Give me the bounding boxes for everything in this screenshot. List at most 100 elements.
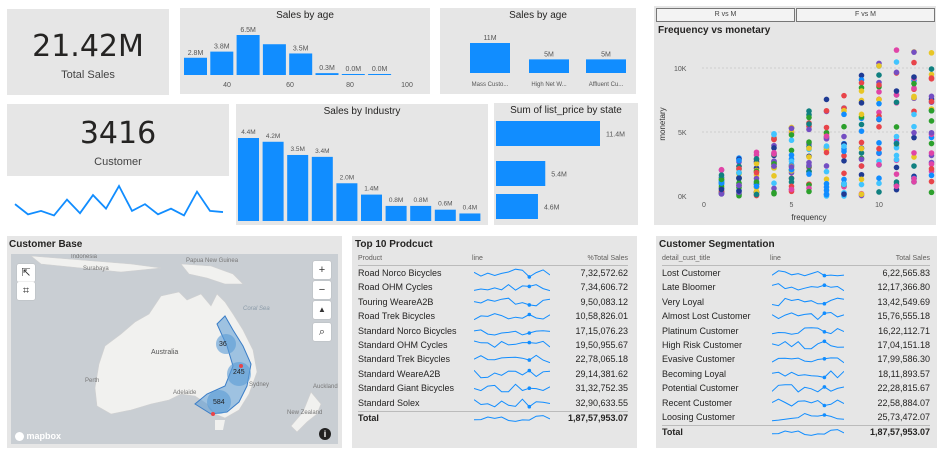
row-sparkline-marker: [527, 386, 532, 391]
scatter-point: [736, 175, 742, 181]
scatter-point: [736, 188, 742, 194]
age-bar-label: 2.8M: [188, 50, 204, 57]
customer-card[interactable]: 3416 Customer: [7, 104, 229, 231]
age-bar: [210, 51, 234, 75]
map-info-icon[interactable]: i: [319, 428, 331, 440]
scatter-point: [876, 140, 882, 146]
sales-by-age-chart[interactable]: Sales by age 2.8M 3.8M 6.5M 3.5M 0.3M 0.0M 0.0…: [180, 8, 430, 94]
row-label: Standard Solex: [358, 397, 420, 408]
compass-button[interactable]: ▲: [313, 301, 331, 319]
row-value: 12,17,366.80: [877, 282, 930, 293]
state-bar: [496, 121, 600, 146]
table-row[interactable]: Almost Lost Customer 15,76,555.18: [662, 310, 930, 324]
f-vs-m-button[interactable]: F vs M: [796, 8, 935, 22]
table-row[interactable]: Road OHM Cycles 7,34,606.72: [358, 281, 628, 295]
scatter-point: [718, 191, 725, 197]
list-price-by-state-chart[interactable]: Sum of list_price by state 11.4M 5.4M 4.6M: [494, 103, 638, 225]
map-lasso-tool[interactable]: ⌗: [17, 282, 35, 300]
table-row[interactable]: Standard WeareA2B 29,14,381.62: [358, 368, 628, 382]
scatter-point: [753, 169, 760, 176]
table-row[interactable]: Touring WeareA2B 9,50,083.12: [358, 296, 628, 310]
scatter-point: [876, 145, 882, 152]
row-sparkline-marker: [527, 358, 532, 363]
r-vs-m-button[interactable]: R vs M: [656, 8, 795, 22]
table-row[interactable]: Becoming Loyal 18,11,893.57: [662, 368, 930, 382]
scatter-point: [893, 124, 900, 130]
scatter-point: [788, 164, 795, 170]
segment-bar-label: 11M: [483, 35, 496, 42]
scatter-point: [928, 166, 935, 172]
table-row[interactable]: Standard Solex 32,90,633.55: [358, 397, 628, 411]
row-value: 22,58,884.07: [877, 397, 930, 408]
zoom-in-button[interactable]: +: [313, 261, 331, 279]
scatter-point: [771, 180, 777, 186]
row-value: 7,34,606.72: [580, 282, 628, 293]
segmentation-header-line[interactable]: line: [770, 255, 781, 262]
row-sparkline-marker: [822, 339, 827, 344]
row-sparkline: [772, 283, 844, 292]
table-row[interactable]: Standard Trek Bicycles 22,78,065.18: [358, 353, 628, 367]
segment-bar-label: 5M: [601, 51, 611, 58]
row-sparkline: [474, 398, 550, 409]
age-bar-label: 6.5M: [240, 27, 256, 34]
total-sales-card[interactable]: 21.42M Total Sales: [7, 9, 169, 95]
table-row[interactable]: Standard Giant Bicycles 31,32,752.35: [358, 382, 628, 396]
row-value: 32,90,633.55: [575, 397, 628, 408]
scatter-point: [788, 125, 795, 132]
table-row[interactable]: Road Norco Bicycles 7,32,572.62: [358, 267, 628, 281]
scatter-plot[interactable]: 10K 5K 0K 0 5 10 frequency monetary: [654, 6, 936, 225]
total-label: Total: [662, 427, 683, 438]
customer-label: Customer: [94, 156, 142, 168]
scatter-point: [806, 126, 812, 133]
table-row[interactable]: Platinum Customer 16,22,112.71: [662, 325, 930, 339]
table-row[interactable]: Evasive Customer 17,99,586.30: [662, 353, 930, 367]
row-sparkline: [772, 398, 844, 407]
scatter-point: [876, 161, 882, 168]
scatter-point: [806, 139, 812, 145]
map-search-icon[interactable]: ⌕: [313, 323, 331, 341]
table-row[interactable]: High Risk Customer 17,04,151.18: [662, 339, 930, 353]
table-row[interactable]: Loosing Customer 25,73,472.07: [662, 411, 930, 425]
row-sparkline-marker: [822, 357, 827, 361]
segmentation-header-total[interactable]: Total Sales: [895, 255, 930, 262]
table-row[interactable]: Very Loyal 13,42,549.69: [662, 296, 930, 310]
scatter-point: [858, 171, 865, 178]
table-row[interactable]: Recent Customer 22,58,884.07: [662, 397, 930, 411]
scatter-point: [753, 156, 760, 162]
segmentation-header-title[interactable]: detail_cust_title: [662, 255, 711, 262]
scatter-point: [823, 180, 830, 187]
scatter-point: [911, 74, 917, 80]
table-row[interactable]: Standard OHM Cycles 19,50,955.67: [358, 339, 628, 353]
top10-header-total[interactable]: %Total Sales: [587, 255, 628, 262]
row-value: 22,78,065.18: [575, 354, 628, 365]
scatter-point: [858, 100, 865, 106]
state-bar: [496, 194, 538, 219]
map-select-tool[interactable]: ⇱: [17, 264, 35, 282]
table-row[interactable]: Lost Customer 6,22,565.83: [662, 267, 930, 281]
segmentation-title: Customer Segmentation: [659, 239, 775, 250]
top10-header-line[interactable]: line: [472, 255, 483, 262]
table-row[interactable]: Potential Customer 22,28,815.67: [662, 382, 930, 396]
customer-map[interactable]: 36 245 584 Surabaya Indonesia Papua New …: [11, 254, 338, 444]
scatter-point: [893, 171, 900, 177]
sales-by-segment-chart[interactable]: Sales by age 11M Mass Custo... 5M High Net …: [440, 8, 636, 94]
sales-by-industry-chart[interactable]: Sales by Industry 4.4M 4.2M 3.5M 3.4M 2.0M 1.…: [236, 104, 488, 225]
top10-header-product[interactable]: Product: [358, 255, 383, 262]
row-sparkline: [772, 270, 844, 278]
industry-bar-label: 0.8M: [413, 197, 427, 204]
row-value: 7,32,572.62: [580, 268, 628, 278]
scatter-point: [841, 133, 847, 140]
row-sparkline-line: [474, 284, 550, 292]
top10-header-divider: [358, 265, 628, 266]
row-label: Standard Norco Bicycles: [358, 325, 457, 336]
table-row[interactable]: Road Trek Bicycles 10,58,826.01: [358, 310, 628, 324]
row-sparkline-marker: [527, 330, 532, 335]
row-sparkline-marker: [527, 340, 532, 345]
table-row[interactable]: Late Bloomer 12,17,366.80: [662, 281, 930, 295]
table-row[interactable]: Standard Norco Bicycles 17,15,076.23: [358, 325, 628, 339]
table-total-row: Total 1,87,57,953.07: [662, 425, 930, 439]
scatter-point: [858, 121, 865, 128]
row-sparkline: [474, 328, 550, 336]
row-value: 31,32,752.35: [575, 383, 628, 394]
zoom-out-button[interactable]: −: [313, 281, 331, 299]
